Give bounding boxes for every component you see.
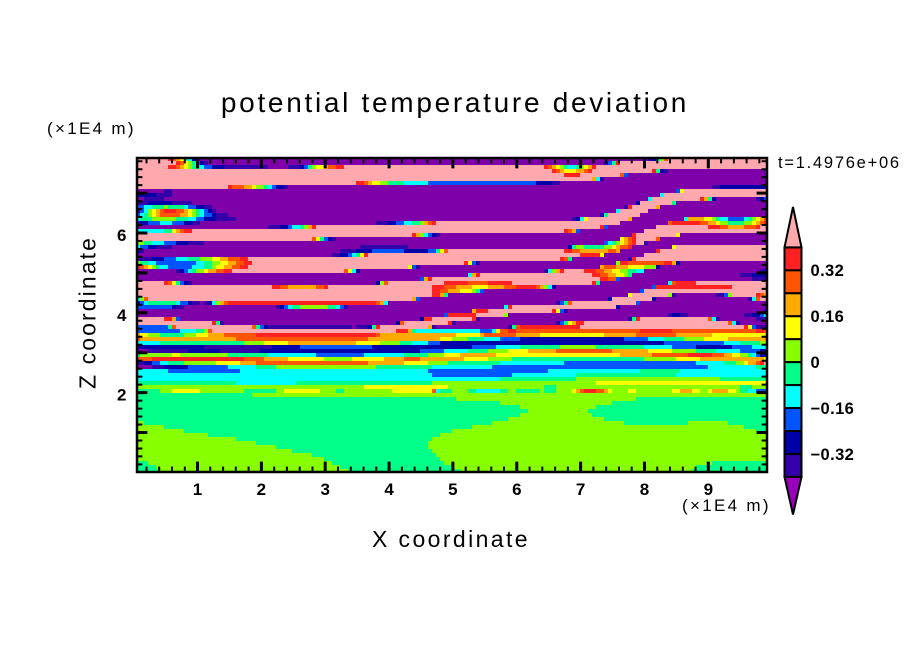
- svg-text:9: 9: [704, 480, 713, 499]
- svg-text:6: 6: [512, 480, 521, 499]
- svg-text:8: 8: [640, 480, 649, 499]
- svg-text:0.32: 0.32: [811, 262, 845, 280]
- svg-text:3: 3: [320, 480, 329, 499]
- svg-text:2: 2: [257, 480, 266, 499]
- svg-text:1: 1: [193, 480, 202, 499]
- svg-text:5: 5: [448, 480, 457, 499]
- svg-text:Z coordinate: Z coordinate: [75, 236, 101, 389]
- svg-text:4: 4: [117, 306, 127, 325]
- svg-text:t=1.4976e+06: t=1.4976e+06: [778, 154, 901, 172]
- svg-text:(×1E4 m): (×1E4 m): [682, 496, 771, 515]
- svg-text:(×1E4 m): (×1E4 m): [47, 119, 136, 138]
- svg-text:0: 0: [811, 354, 821, 372]
- svg-text:2: 2: [117, 386, 126, 405]
- svg-text:6: 6: [117, 226, 126, 245]
- svg-text:0.16: 0.16: [811, 308, 845, 326]
- svg-text:−0.16: −0.16: [811, 400, 855, 418]
- svg-text:X coordinate: X coordinate: [372, 526, 530, 552]
- svg-text:potential temperature deviatio: potential temperature deviation: [221, 87, 689, 118]
- svg-text:4: 4: [384, 480, 394, 499]
- svg-text:−0.32: −0.32: [811, 446, 855, 464]
- svg-text:7: 7: [576, 480, 585, 499]
